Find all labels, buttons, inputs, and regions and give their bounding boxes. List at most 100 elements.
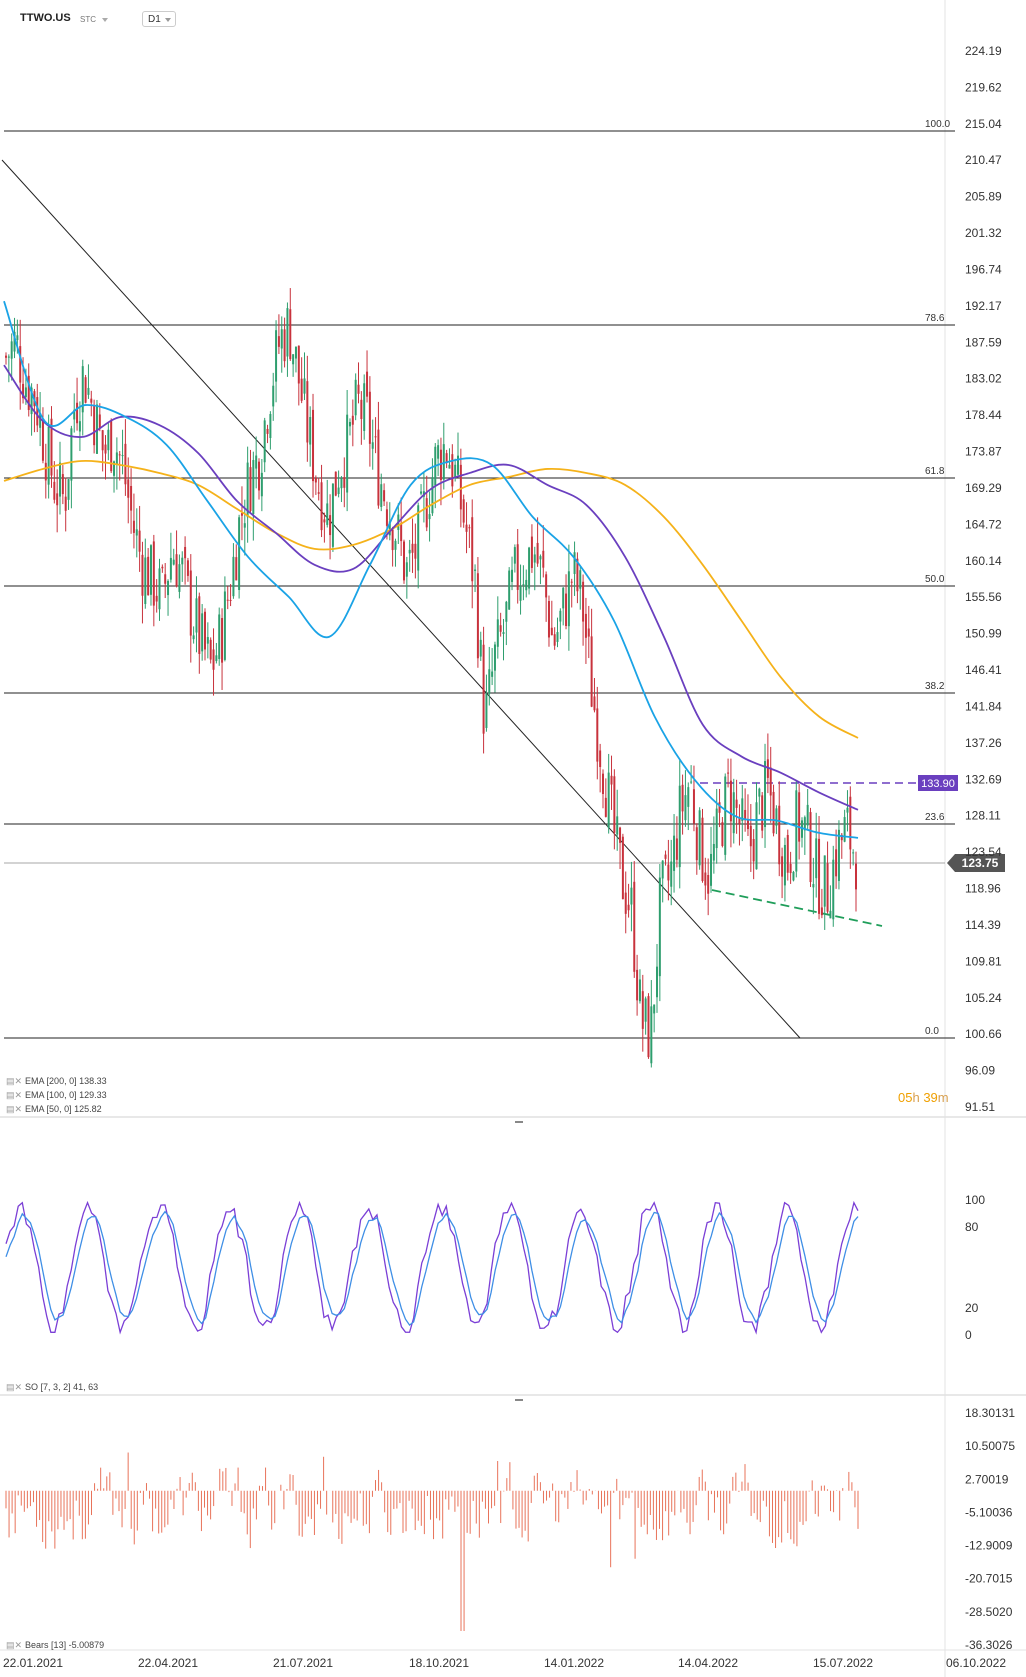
candle-body [90,398,93,403]
candle-body [508,570,511,610]
candle-body [400,523,403,542]
candle-body [516,544,519,590]
candle-body [559,610,562,622]
price-tick-label: 146.41 [965,663,1002,677]
candle-body [78,421,81,432]
candle-body [692,789,695,824]
candle-body [363,383,366,431]
candle-body [317,492,320,494]
candle-body [294,346,297,359]
candle-body [172,559,175,565]
candle-body [528,547,531,589]
current-price-tag: 123.75 [947,854,1005,872]
candle-body [50,418,53,476]
price-tick-label: 114.39 [965,918,1001,932]
trend-lines[interactable] [1,159,918,1039]
candle-body [644,998,647,1022]
candle-body [596,708,599,762]
candlesticks [5,288,857,1068]
chevron-down-icon[interactable] [102,18,108,22]
candle-body [283,329,286,362]
price-tick-label: 210.47 [965,153,1002,167]
candle-body [681,784,684,812]
candle-body [735,799,738,808]
candle-body [130,485,133,511]
candle-body [331,483,334,547]
candle-body [110,420,113,472]
candle-body [485,693,488,728]
timeframe-select[interactable]: D1 [142,11,176,27]
candle-body [599,750,602,768]
settings-icon[interactable]: ▤✕ [6,1382,23,1392]
candle-body [366,371,369,397]
candle-body [556,632,559,642]
legend-ema100[interactable]: ▤✕ EMA [100, 0] 129.33 [6,1090,107,1101]
candle-body [19,346,22,383]
settings-icon[interactable]: ▤✕ [6,1104,23,1114]
candle-body [377,429,380,506]
legend-ema200[interactable]: ▤✕ EMA [200, 0] 138.33 [6,1076,107,1087]
candle-body [306,381,309,443]
candle-body [474,569,477,571]
settings-icon[interactable]: ▤✕ [6,1640,23,1650]
candle-body [184,546,187,559]
candle-body [809,812,812,883]
bears-power: 18.30131 10.50075 2.70019 -5.10036 -12.9009 -… [5,1406,1015,1652]
candle-body [815,838,818,879]
descending-trendline [1,159,801,1039]
candle-body [476,573,479,659]
candle-body [340,478,343,489]
legend-text: Bears [13] -5.00879 [25,1640,105,1650]
candle-body [690,781,693,783]
current-price-tag-bg [947,854,1005,872]
candle-body [53,481,56,500]
candle-body [164,574,167,584]
candle-body [533,554,536,563]
candle-body [107,429,110,451]
ema50-line [3,300,859,839]
candle-body [550,627,553,636]
legend-stoch[interactable]: ▤✕ SO [7, 3, 2] 41, 63 [6,1382,98,1393]
candle-body [519,586,522,601]
stochastic-oscillator: 100 80 20 0 [5,1193,985,1342]
candle-body [141,554,144,596]
candle-body [468,527,471,529]
candle-body [835,849,838,877]
candle-body [198,596,201,654]
candle-body [368,391,371,444]
candle-body [391,529,394,551]
candle-body [724,776,727,855]
resistance-tag-bg [918,775,958,791]
candle-body [420,491,423,494]
candle-body [638,979,641,1002]
candle-body [374,436,377,438]
stoch-tick-label: 0 [965,1328,972,1342]
candle-body [582,581,585,622]
candle-body [547,601,550,638]
legend-ema50[interactable]: ▤✕ EMA [50, 0] 125.82 [6,1104,102,1115]
bears-tick-label: -28.5020 [965,1605,1013,1619]
candle-body [539,556,542,560]
candle-body [658,877,661,977]
legend-text: SO [7, 3, 2] 41, 63 [25,1382,99,1392]
candle-body [641,991,644,1029]
candle-body [712,843,715,861]
current-price-tag-text: 123.75 [962,856,999,870]
candle-body [437,445,440,459]
settings-icon[interactable]: ▤✕ [6,1090,23,1100]
candle-body [215,655,218,662]
fibonacci-levels: 100.0 78.6 61.8 50.0 38.2 23.6 0.0 [4,119,955,1039]
legend-text: EMA [200, 0] 138.33 [25,1076,107,1086]
candle-body [843,817,846,842]
settings-icon[interactable]: ▤✕ [6,1076,23,1086]
candle-body [755,802,758,870]
candle-body [155,595,158,602]
symbol-label[interactable]: TTWO.US [20,12,71,24]
candle-body [752,838,755,862]
stoch-k-line [5,1200,859,1335]
legend-bears[interactable]: ▤✕ Bears [13] -5.00879 [6,1640,104,1651]
candle-body [710,853,713,886]
candle-body [781,856,784,877]
candle-body [545,574,548,598]
